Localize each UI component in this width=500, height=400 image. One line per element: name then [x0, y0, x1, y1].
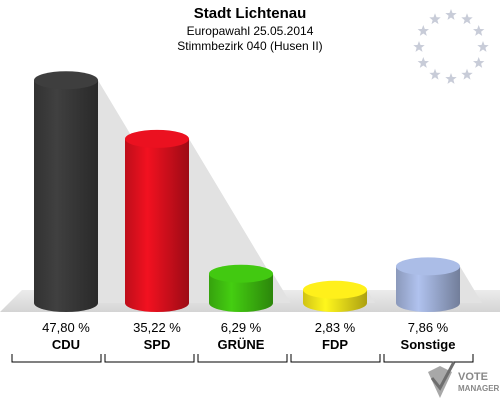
eu-star-icon: [413, 41, 425, 52]
eu-star-icon: [461, 68, 473, 80]
value-label-cdu: 47,80 %: [42, 320, 90, 335]
category-label-spd: SPD: [144, 337, 171, 352]
value-label-grne: 6,29 %: [221, 320, 262, 335]
bar-shadow-grne: [273, 273, 291, 303]
chart-subtitle-district: Stimmbezirk 040 (Husen II): [177, 39, 322, 53]
category-label-cdu: CDU: [52, 337, 80, 352]
category-label-grne: GRÜNE: [218, 337, 265, 352]
logo-text-vote: VOTE: [458, 371, 488, 383]
eu-stars-icon: [413, 9, 489, 84]
bracket-fdp: [290, 354, 381, 363]
category-brackets: [11, 354, 474, 363]
eu-star-icon: [417, 57, 429, 68]
bar-grne: [209, 264, 273, 312]
vote-manager-logo-icon: [428, 361, 456, 398]
bar-fdp: [303, 280, 367, 312]
bar-shadow-sonstige: [460, 266, 482, 303]
eu-star-icon: [461, 13, 473, 25]
bracket-spd: [104, 354, 195, 363]
eu-star-icon: [445, 9, 457, 20]
bar-top-spd: [125, 129, 189, 148]
eu-star-icon: [417, 25, 429, 36]
chart-subtitle-election: Europawahl 25.05.2014: [187, 24, 314, 38]
bracket-grne: [197, 354, 288, 363]
labels-group: 47,80 % CDU 35,22 % SPD 6,29 % GRÜNE 2,83 % FDP…: [42, 320, 455, 352]
bracket-sonstige: [383, 354, 474, 363]
eu-star-icon: [473, 25, 485, 36]
chart-title: Stadt Lichtenau: [194, 5, 307, 22]
value-label-fdp: 2,83 %: [315, 320, 356, 335]
bar-top-cdu: [34, 71, 98, 90]
bracket-cdu: [11, 354, 102, 363]
eu-star-icon: [477, 41, 489, 52]
category-label-sonstige: Sonstige: [401, 337, 456, 352]
bar-shadow-spd: [189, 138, 288, 303]
category-label-fdp: FDP: [322, 337, 348, 352]
bar-top-fdp: [303, 280, 367, 299]
bar-body-grne: [209, 273, 273, 312]
bar-body-cdu: [34, 80, 98, 312]
value-label-spd: 35,22 %: [133, 320, 181, 335]
logo-text-manager: MANAGER: [458, 384, 500, 393]
bar-top-sonstige: [396, 257, 460, 276]
bars-group: [34, 71, 460, 312]
bar-top-grne: [209, 264, 273, 283]
value-label-sonstige: 7,86 %: [408, 320, 449, 335]
eu-star-icon: [473, 57, 485, 68]
eu-star-icon: [429, 13, 441, 25]
bar-sonstige: [396, 257, 460, 312]
bar-shadow-fdp: [367, 289, 375, 303]
bar-spd: [125, 129, 189, 312]
bar-body-sonstige: [396, 266, 460, 312]
eu-star-icon: [429, 68, 441, 80]
eu-star-icon: [445, 73, 457, 84]
vote-manager-logo: VOTE MANAGER: [428, 361, 500, 398]
bar-cdu: [34, 71, 98, 312]
bar-body-spd: [125, 138, 189, 312]
